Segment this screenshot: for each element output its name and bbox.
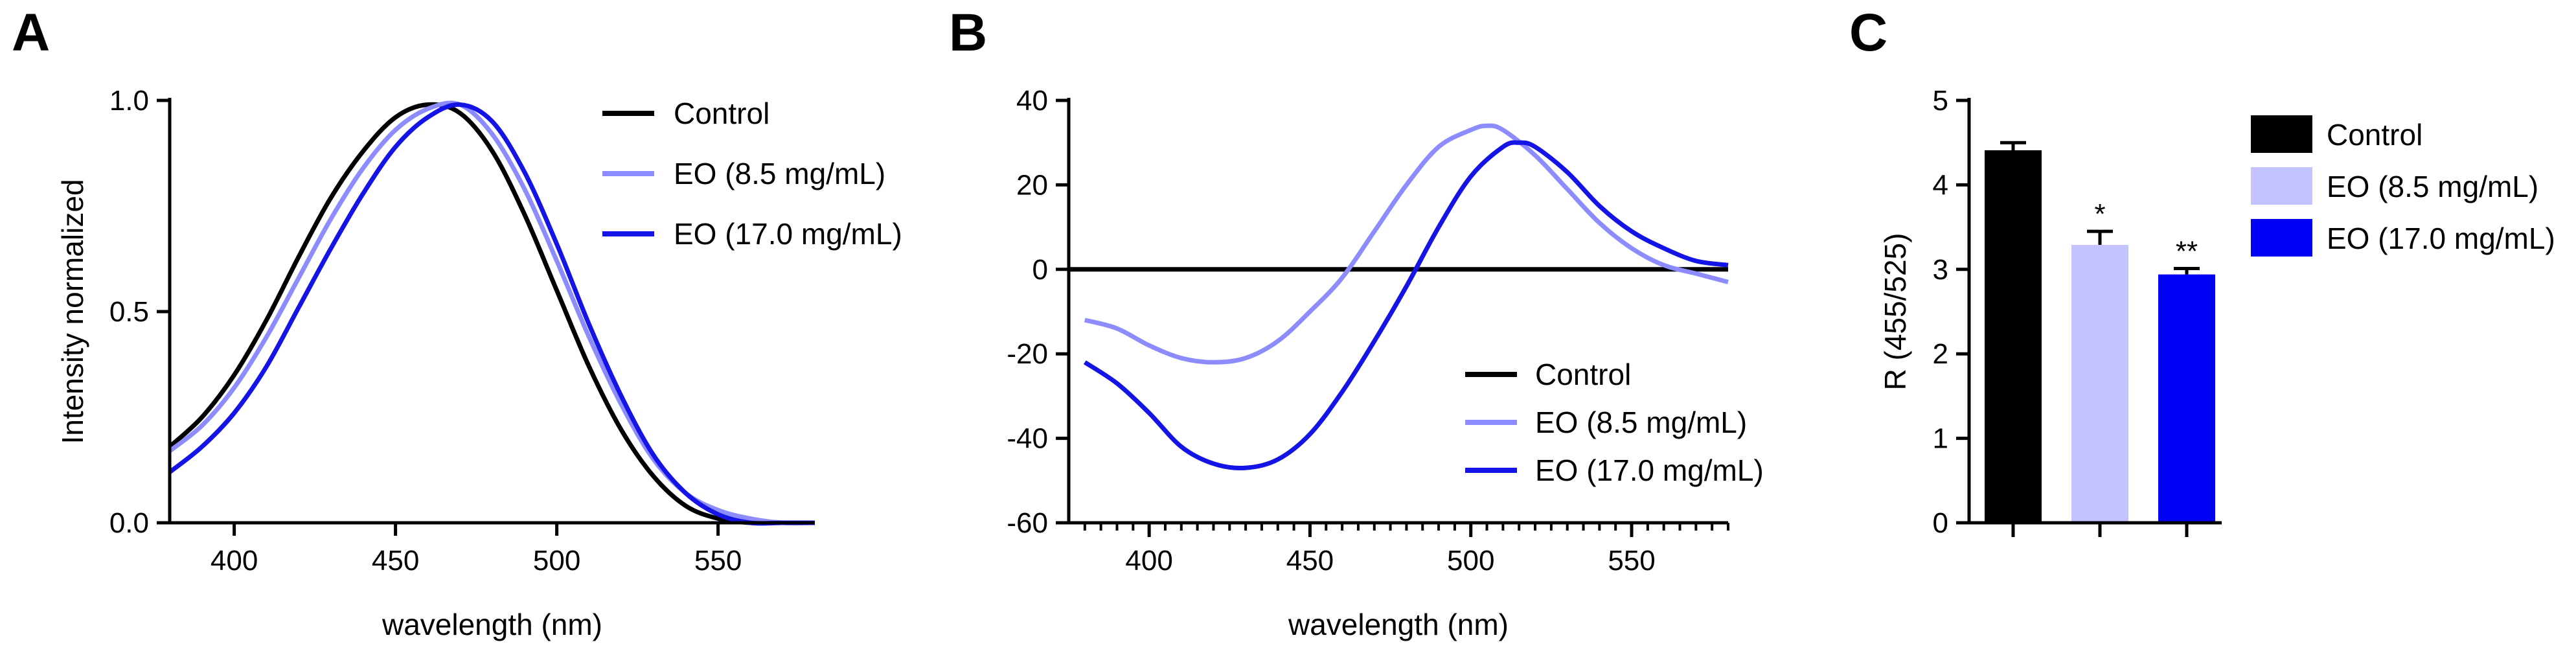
panel-a-x-tick-label: 500 (533, 545, 580, 577)
panel-b-x-tick-label: 450 (1286, 545, 1334, 577)
panel-c-y-tick-label: 4 (1933, 169, 1948, 201)
panel-c-y-tick-label: 2 (1933, 338, 1948, 370)
panel-c-bar-2 (2071, 244, 2128, 523)
panel-a-y-tick-label: 0.5 (109, 296, 149, 328)
panel-a-letter: A (12, 3, 50, 62)
panel-c-legend-label: Control (2327, 118, 2422, 152)
panel-b-x-tick-label: 400 (1125, 545, 1172, 577)
panel-a-legend-label: EO (8.5 mg/mL) (674, 157, 885, 190)
panel-a-x-tick-label: 450 (372, 545, 419, 577)
panel-b-y-tick-label: 20 (1016, 169, 1048, 201)
panel-c-significance-label: * (2094, 198, 2105, 230)
panel-c-legend-swatch (2251, 167, 2312, 205)
panel-b-line-chart: -60 -40 -20 0 20 40 400 450 500 550 wavelength (nm… (1007, 85, 1763, 641)
panel-b-x-tick-label: 500 (1447, 545, 1494, 577)
panel-a-y-tick-label: 1.0 (109, 85, 149, 117)
panel-c-y-tick-label: 3 (1933, 254, 1948, 286)
panel-a-x-tick-label: 400 (211, 545, 258, 577)
panel-b-series-line-3 (1083, 140, 1729, 470)
panel-c-y-tick-label: 5 (1933, 85, 1948, 117)
panel-c-y-tick-label: 0 (1933, 507, 1948, 539)
panel-b-y-tick-label: -60 (1007, 507, 1048, 539)
panel-b-y-tick-label: 40 (1016, 85, 1048, 117)
panel-b-letter: B (949, 3, 987, 62)
panel-c-legend-label: EO (8.5 mg/mL) (2327, 170, 2538, 203)
panel-a-y-axis-label: Intensity normalized (56, 179, 89, 444)
panel-a-series-line-1 (168, 102, 815, 525)
panel-a-x-axis-label: wavelength (nm) (382, 608, 602, 641)
panel-b-y-tick-label: -20 (1007, 338, 1048, 370)
panel-c-y-tick-label: 1 (1933, 423, 1948, 455)
panel-c-significance-label: ** (2176, 235, 2198, 267)
panel-c-y-axis-label: R (455/525) (1878, 233, 1912, 391)
panel-b-x-tick-label: 550 (1608, 545, 1655, 577)
panel-a-x-tick-label: 550 (694, 545, 742, 577)
panel-b-legend-label: EO (17.0 mg/mL) (1535, 453, 1764, 487)
panel-a-legend-label: Control (674, 97, 769, 130)
panel-c-legend-swatch (2251, 219, 2312, 257)
panel-c-bar-1 (1985, 150, 2042, 523)
panel-b-legend-label: Control (1535, 358, 1631, 391)
panel-b-legend-label: EO (8.5 mg/mL) (1535, 406, 1747, 439)
panel-c-letter: C (1849, 3, 1887, 62)
panel-b-x-axis-label: wavelength (nm) (1288, 608, 1509, 641)
panel-c-bar-3 (2158, 274, 2215, 523)
panel-a-legend-label: EO (17.0 mg/mL) (674, 217, 902, 251)
panel-c-legend-swatch (2251, 115, 2312, 153)
panel-b-y-tick-label: 0 (1032, 254, 1048, 286)
panel-a-y-tick-label: 0.0 (109, 507, 149, 539)
panel-a-series-line-3 (168, 102, 815, 526)
panel-c-legend-label: EO (17.0 mg/mL) (2327, 222, 2555, 255)
panel-b-series-line-2 (1084, 123, 1729, 365)
panel-b-y-tick-label: -40 (1007, 423, 1048, 455)
panel-a-line-chart: 0.0 0.5 1.0 400 450 500 550 wavelength (nm) Inte… (56, 85, 902, 641)
